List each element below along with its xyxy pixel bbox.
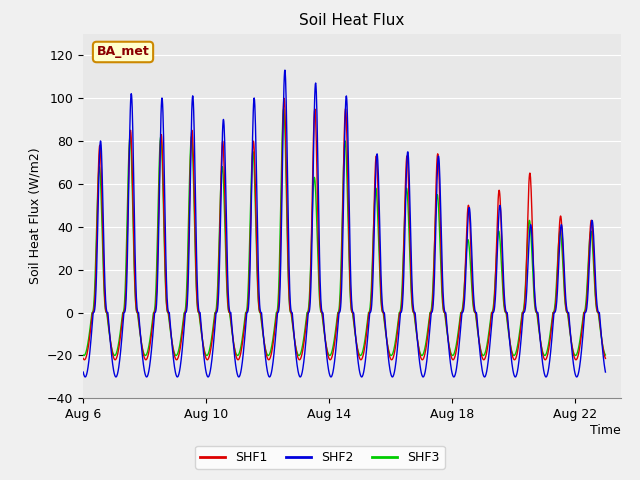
SHF2 xyxy=(79,369,87,375)
SHF2 xyxy=(94,228,102,234)
Line: SHF1: SHF1 xyxy=(83,98,605,360)
SHF1 xyxy=(165,313,173,319)
SHF2 xyxy=(487,327,495,333)
SHF3 xyxy=(94,191,102,197)
SHF2 xyxy=(165,310,173,315)
Y-axis label: Soil Heat Flux (W/m2): Soil Heat Flux (W/m2) xyxy=(29,148,42,284)
SHF3 xyxy=(165,317,173,323)
SHF1 xyxy=(195,310,203,315)
SHF3 xyxy=(280,106,287,111)
SHF3 xyxy=(295,353,303,359)
SHF1 xyxy=(602,356,609,361)
SHF2 xyxy=(204,374,212,380)
Line: SHF3: SHF3 xyxy=(83,108,605,356)
Text: Time: Time xyxy=(590,424,621,437)
SHF1 xyxy=(511,357,518,363)
SHF2 xyxy=(602,369,609,375)
SHF3 xyxy=(79,352,87,358)
SHF1 xyxy=(79,356,87,361)
SHF3 xyxy=(602,352,609,358)
SHF2 xyxy=(211,333,218,339)
SHF3 xyxy=(195,312,203,318)
SHF2 xyxy=(360,365,368,371)
Text: BA_met: BA_met xyxy=(97,46,149,59)
SHF2 xyxy=(281,67,289,73)
SHF1 xyxy=(360,348,368,354)
SHF1 xyxy=(487,319,495,324)
Line: SHF2: SHF2 xyxy=(83,70,605,377)
Title: Soil Heat Flux: Soil Heat Flux xyxy=(300,13,404,28)
SHF1 xyxy=(280,96,288,101)
SHF2 xyxy=(195,309,203,314)
SHF3 xyxy=(360,341,368,347)
SHF1 xyxy=(210,323,218,329)
Legend: SHF1, SHF2, SHF3: SHF1, SHF2, SHF3 xyxy=(195,446,445,469)
SHF3 xyxy=(210,318,218,324)
SHF1 xyxy=(94,197,102,203)
SHF3 xyxy=(487,311,495,317)
